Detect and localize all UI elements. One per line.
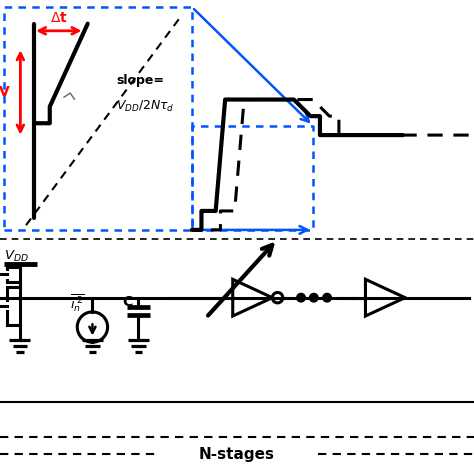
Text: C: C xyxy=(122,295,133,310)
Circle shape xyxy=(297,293,305,302)
Text: $V_{DD}/2N\tau_d$: $V_{DD}/2N\tau_d$ xyxy=(116,99,174,114)
Circle shape xyxy=(323,293,331,302)
Circle shape xyxy=(310,293,318,302)
Text: $\Delta$V: $\Delta$V xyxy=(0,85,11,100)
Text: N-stages: N-stages xyxy=(199,447,275,462)
Text: slope=: slope= xyxy=(116,74,164,87)
Text: $V_{DD}$: $V_{DD}$ xyxy=(4,249,29,264)
Text: $\overline{i_n^{\,2}}$: $\overline{i_n^{\,2}}$ xyxy=(70,293,84,314)
Text: $\Delta$t: $\Delta$t xyxy=(50,10,68,25)
